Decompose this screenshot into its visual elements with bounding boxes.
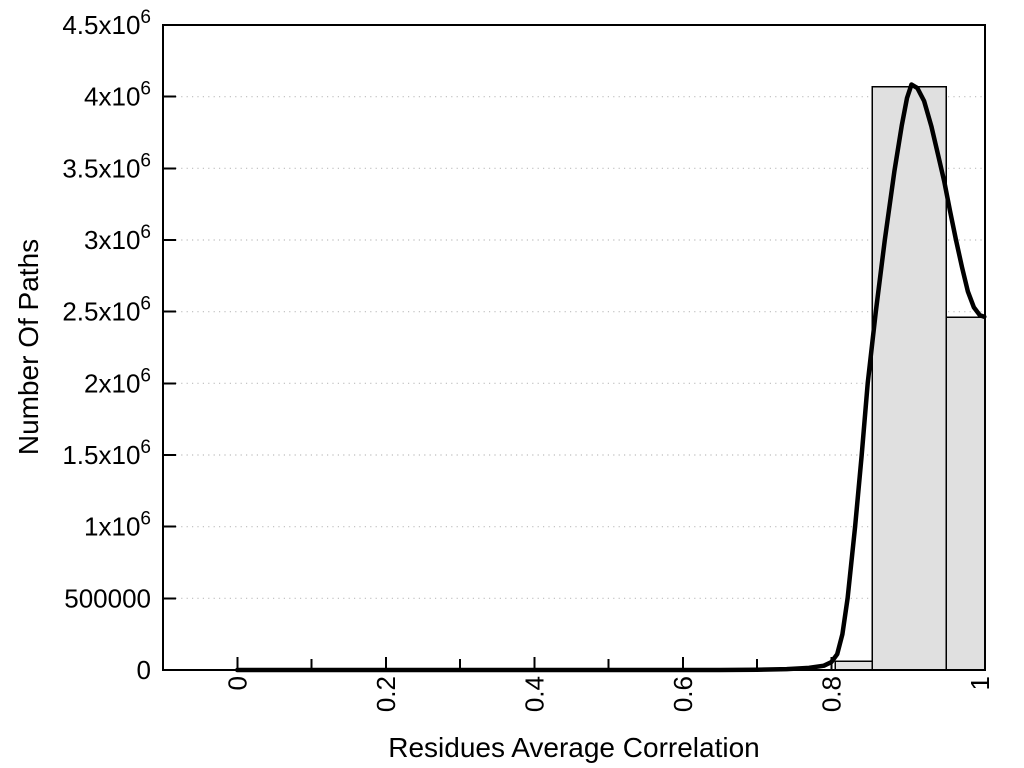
- histogram-bars: [834, 85, 986, 671]
- y-tick-label: 3.5x106: [62, 150, 151, 183]
- gridlines: [165, 96, 984, 599]
- y-tick-label: 4x106: [84, 79, 151, 112]
- x-tick-labels: 0 0.2 0.4 0.6 0.8 1: [222, 676, 995, 712]
- y-tick-label: 0: [137, 655, 151, 685]
- y-tick-label: 2.5x106: [62, 294, 151, 327]
- y-tick-label: 2x106: [84, 365, 151, 398]
- histogram-bar: [834, 660, 873, 671]
- x-tick-label: 0.2: [371, 676, 401, 712]
- histogram-bar: [871, 85, 948, 671]
- x-axis-title: Residues Average Correlation: [388, 732, 759, 763]
- histogram-bar: [945, 316, 986, 671]
- y-tick-label: 1.5x106: [62, 437, 151, 470]
- x-tick-label: 0.8: [816, 676, 846, 712]
- x-tick-label: 0.4: [519, 676, 549, 712]
- x-tick-label: 0.6: [668, 676, 698, 712]
- plot-border: [162, 24, 986, 671]
- y-tick-label: 3x106: [84, 222, 151, 255]
- x-tick-label: 1: [965, 676, 995, 690]
- y-tick-label: 4.5x106: [62, 7, 151, 40]
- y-tick-label: 1x106: [84, 509, 151, 542]
- tick-marks: [164, 24, 981, 671]
- x-tick-label: 0: [222, 676, 252, 690]
- y-tick-label: 500000: [64, 583, 151, 613]
- y-tick-labels: 0 500000 1x106 1.5x106 2x106 2.5x106 3x106 3.5x…: [62, 7, 151, 685]
- y-axis-title: Number Of Paths: [13, 239, 44, 455]
